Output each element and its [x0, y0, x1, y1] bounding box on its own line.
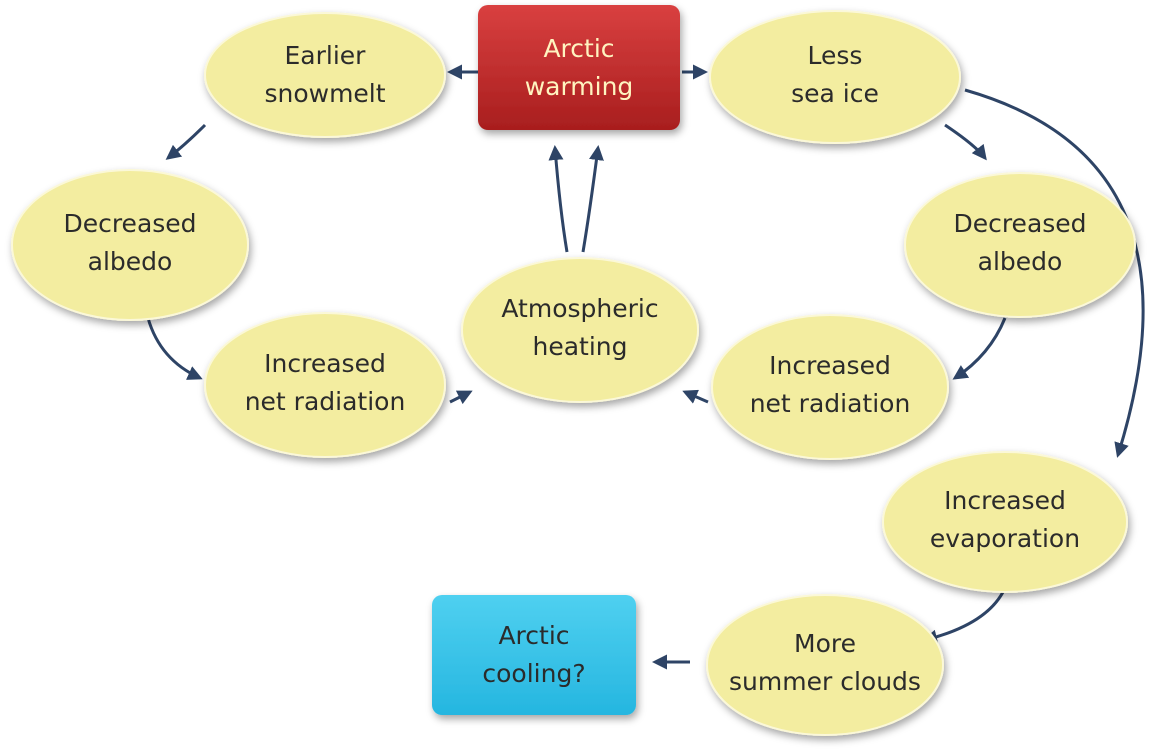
node-label: Earlier [285, 41, 367, 70]
node [711, 314, 949, 460]
node-label: snowmelt [264, 79, 385, 108]
node-label: More [794, 629, 856, 658]
node-label: Arctic [498, 621, 569, 650]
arrow [682, 389, 709, 404]
node-label: albedo [978, 247, 1063, 276]
arrow [548, 145, 569, 253]
node-label: evaporation [930, 524, 1080, 553]
node-box [478, 5, 680, 130]
arrow [922, 591, 1005, 645]
node [904, 172, 1136, 318]
node-label: Decreased [63, 209, 196, 238]
node-label: Decreased [953, 209, 1086, 238]
node-label: summer clouds [729, 667, 921, 696]
node-label: Increased [264, 349, 386, 378]
node [706, 594, 944, 736]
node-label: Increased [944, 486, 1066, 515]
node-label: cooling? [482, 659, 585, 688]
node-label: heating [532, 332, 627, 361]
node-label: net radiation [750, 389, 911, 418]
node-label: net radiation [245, 387, 406, 416]
node-box [432, 595, 636, 715]
node [461, 257, 699, 403]
node [11, 169, 249, 321]
node-label: albedo [88, 247, 173, 276]
node-label: Less [808, 41, 863, 70]
node [204, 312, 446, 458]
arrow [449, 390, 473, 405]
arrow [944, 123, 987, 161]
node [709, 10, 961, 144]
arrows [146, 64, 1145, 670]
node [204, 12, 446, 138]
node-label: Arctic [543, 34, 614, 63]
node-label: warming [525, 72, 634, 101]
arrow [146, 317, 203, 380]
node-label: Increased [769, 351, 891, 380]
arrow [165, 123, 207, 160]
arrow [581, 145, 604, 253]
node [882, 451, 1128, 593]
arrow [952, 317, 1007, 380]
node-label: Atmospheric [501, 294, 658, 323]
node-label: sea ice [791, 79, 879, 108]
labels: Arctic warming Earlier snowmelt Less sea ice D… [63, 34, 1086, 696]
